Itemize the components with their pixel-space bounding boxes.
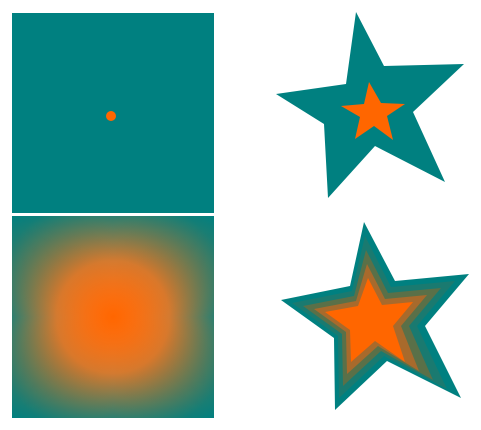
star-bottom-core — [325, 278, 413, 362]
star-top — [276, 12, 464, 198]
square-top — [12, 13, 214, 213]
square-bottom — [12, 216, 214, 418]
square-top-dot — [106, 111, 116, 121]
square-bottom-vertical-shade — [12, 216, 214, 418]
separator-line — [12, 213, 214, 216]
star-bottom — [281, 222, 469, 410]
star-top-inner-star — [341, 82, 405, 140]
